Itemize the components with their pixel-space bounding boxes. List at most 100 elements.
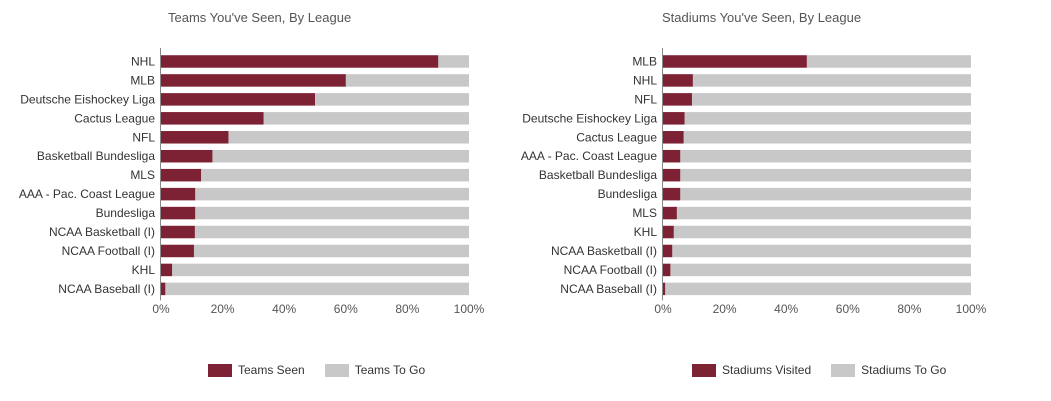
bar-seen bbox=[161, 55, 439, 68]
chart-title: Teams You've Seen, By League bbox=[168, 10, 352, 25]
bar-seen bbox=[161, 206, 196, 220]
bar-seen bbox=[161, 112, 264, 125]
chart-legend: Stadiums Visited Stadiums To Go bbox=[692, 363, 966, 377]
category-label: Bundesliga bbox=[598, 187, 658, 201]
bar-remaining bbox=[672, 244, 971, 258]
bar-seen bbox=[663, 149, 681, 163]
stadiums-chart-panel: Stadiums You've Seen, By League MLB NHL NF… bbox=[500, 0, 1051, 401]
bar-seen bbox=[663, 131, 684, 144]
category-label: MLS bbox=[130, 168, 155, 182]
bar-remaining bbox=[212, 149, 469, 163]
x-tick-label: 80% bbox=[395, 302, 419, 316]
bar-seen bbox=[161, 244, 194, 258]
bar-remaining bbox=[172, 263, 469, 277]
x-tick-label: 100% bbox=[454, 302, 485, 316]
bar-seen bbox=[161, 263, 173, 277]
bar-remaining bbox=[195, 206, 470, 220]
bar-remaining bbox=[665, 282, 971, 296]
legend-swatch-seen bbox=[692, 363, 716, 377]
legend-swatch-remaining bbox=[324, 363, 349, 377]
x-tick-label: 40% bbox=[272, 302, 296, 316]
legend-item-stadiums-visited[interactable]: Stadiums Visited bbox=[692, 363, 811, 377]
category-label: Bundesliga bbox=[96, 206, 156, 220]
chart-title: Stadiums You've Seen, By League bbox=[662, 10, 862, 25]
bar-remaining bbox=[263, 112, 469, 125]
legend-label: Stadiums To Go bbox=[861, 363, 947, 377]
bar-seen bbox=[663, 244, 673, 258]
legend-item-teams-seen[interactable]: Teams Seen bbox=[208, 363, 305, 377]
bar-seen bbox=[161, 93, 315, 106]
category-label: NHL bbox=[633, 73, 657, 87]
bar-seen bbox=[663, 168, 681, 182]
legend-label: Stadiums Visited bbox=[722, 363, 812, 377]
bar-remaining bbox=[194, 225, 469, 239]
category-label: NFL bbox=[634, 92, 657, 106]
legend-swatch-remaining bbox=[831, 363, 856, 377]
bar-remaining bbox=[345, 74, 469, 87]
x-tick-label: 0% bbox=[654, 302, 672, 316]
bar-seen bbox=[161, 131, 229, 144]
bar-seen bbox=[663, 282, 666, 296]
bar-remaining bbox=[683, 131, 971, 144]
legend-item-stadiums-to-go[interactable]: Stadiums To Go bbox=[831, 363, 946, 377]
category-label: KHL bbox=[132, 263, 156, 277]
category-label: AAA - Pac. Coast League bbox=[19, 187, 155, 201]
category-label: NCAA Football (I) bbox=[564, 263, 657, 277]
x-tick-label: 60% bbox=[836, 302, 860, 316]
category-label: KHL bbox=[634, 225, 658, 239]
x-tick-label: 80% bbox=[897, 302, 921, 316]
bar-seen bbox=[161, 282, 166, 296]
x-tick-label: 0% bbox=[152, 302, 170, 316]
bar-seen bbox=[663, 74, 693, 87]
legend-item-teams-to-go[interactable]: Teams To Go bbox=[324, 363, 425, 377]
category-label: NCAA Football (I) bbox=[62, 244, 155, 258]
bar-remaining bbox=[201, 168, 470, 182]
bar-remaining bbox=[680, 149, 971, 163]
bar-seen bbox=[663, 93, 692, 106]
category-label: NCAA Basketball (I) bbox=[49, 225, 155, 239]
bar-seen bbox=[663, 55, 807, 68]
bar-seen bbox=[161, 187, 196, 201]
category-label: AAA - Pac. Coast League bbox=[521, 149, 657, 163]
x-tick-label: 20% bbox=[211, 302, 235, 316]
bar-seen bbox=[161, 74, 346, 87]
category-label: Basketball Bundesliga bbox=[37, 149, 155, 163]
bar-seen bbox=[663, 263, 671, 277]
chart-legend: Teams Seen Teams To Go bbox=[208, 363, 445, 377]
bar-seen bbox=[161, 168, 202, 182]
x-tick-label: 40% bbox=[774, 302, 798, 316]
bar-remaining bbox=[680, 187, 971, 201]
category-label: NCAA Basketball (I) bbox=[551, 244, 657, 258]
category-label: Basketball Bundesliga bbox=[539, 168, 657, 182]
category-label: Cactus League bbox=[576, 130, 657, 144]
bar-seen bbox=[663, 225, 674, 239]
bar-remaining bbox=[670, 263, 971, 277]
bar-remaining bbox=[195, 187, 470, 201]
bar-remaining bbox=[676, 206, 971, 220]
x-tick-label: 20% bbox=[713, 302, 737, 316]
legend-label: Teams Seen bbox=[238, 363, 305, 377]
category-label: NFL bbox=[132, 130, 155, 144]
x-tick-label: 100% bbox=[956, 302, 987, 316]
legend-swatch-seen bbox=[208, 363, 232, 377]
category-label: Deutsche Eishockey Liga bbox=[20, 92, 155, 106]
bar-remaining bbox=[228, 131, 469, 144]
bar-remaining bbox=[673, 225, 971, 239]
bar-seen bbox=[161, 225, 195, 239]
bar-seen bbox=[663, 112, 685, 125]
bar-remaining bbox=[684, 112, 971, 125]
bar-seen bbox=[161, 149, 213, 163]
bar-remaining bbox=[692, 74, 971, 87]
bar-remaining bbox=[315, 93, 469, 106]
bar-remaining bbox=[193, 244, 469, 258]
bar-remaining bbox=[165, 282, 469, 296]
category-label: NCAA Baseball (I) bbox=[58, 282, 155, 296]
category-label: MLS bbox=[632, 206, 657, 220]
bar-seen bbox=[663, 206, 677, 220]
teams-chart-panel: Teams You've Seen, By League NHL MLB Deuts… bbox=[0, 0, 510, 401]
x-tick-label: 60% bbox=[334, 302, 358, 316]
bar-remaining bbox=[691, 93, 971, 106]
category-label: Deutsche Eishockey Liga bbox=[522, 111, 657, 125]
teams-chart-plot: NHL MLB Deutsche Eishockey Liga Cactus Leag… bbox=[19, 48, 485, 316]
bar-seen bbox=[663, 187, 681, 201]
